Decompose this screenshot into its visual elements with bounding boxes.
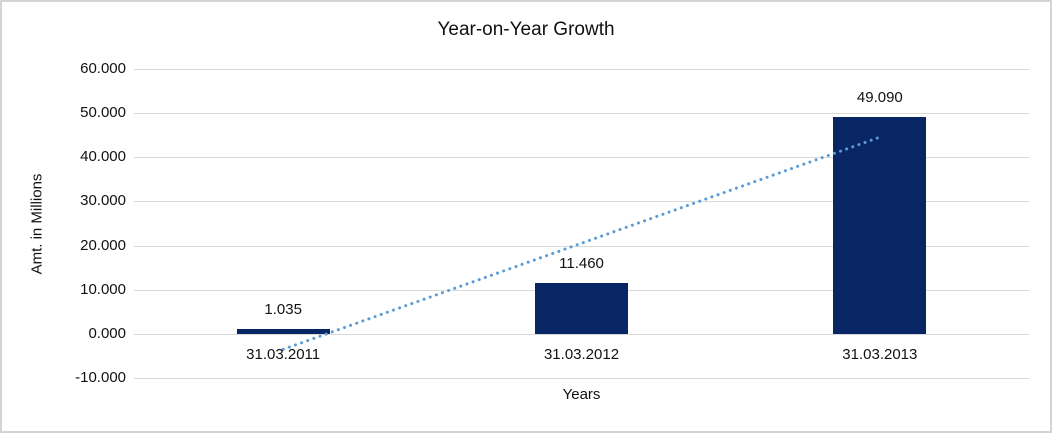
y-axis-title: Amt. in Millions [28,173,46,275]
x-axis-tick-label: 31.03.2011 [246,345,321,363]
bar-column[interactable] [833,117,927,334]
bar-value-label: 49.090 [856,89,903,107]
x-axis-tick-label: 31.03.2012 [543,345,620,363]
gridline [134,113,1029,115]
gridline [134,378,1029,379]
y-axis-tick-label: -10.000 [75,369,126,386]
gridline [134,333,1029,335]
y-axis-tick-label: 10.000 [80,280,126,298]
y-axis-tick-label: 40.000 [80,148,126,166]
y-axis-tick-label: 0.000 [88,324,126,342]
x-axis-tick-label: 31.03.2013 [842,345,918,363]
y-axis-tick-label: 60.000 [80,60,126,77]
y-axis-tick-label: 20.000 [80,236,126,254]
gridline [134,69,1029,70]
bar-column[interactable] [236,329,330,334]
chart-title: Year-on-Year Growth [437,19,615,40]
bar-value-label: 1.035 [264,301,302,319]
bar-value-label: 11.460 [559,255,604,273]
x-axis-title: Years [562,386,601,403]
y-axis-tick-label: 50.000 [80,104,126,122]
y-axis-tick-label: 30.000 [80,192,126,210]
bar-column[interactable] [535,283,628,334]
